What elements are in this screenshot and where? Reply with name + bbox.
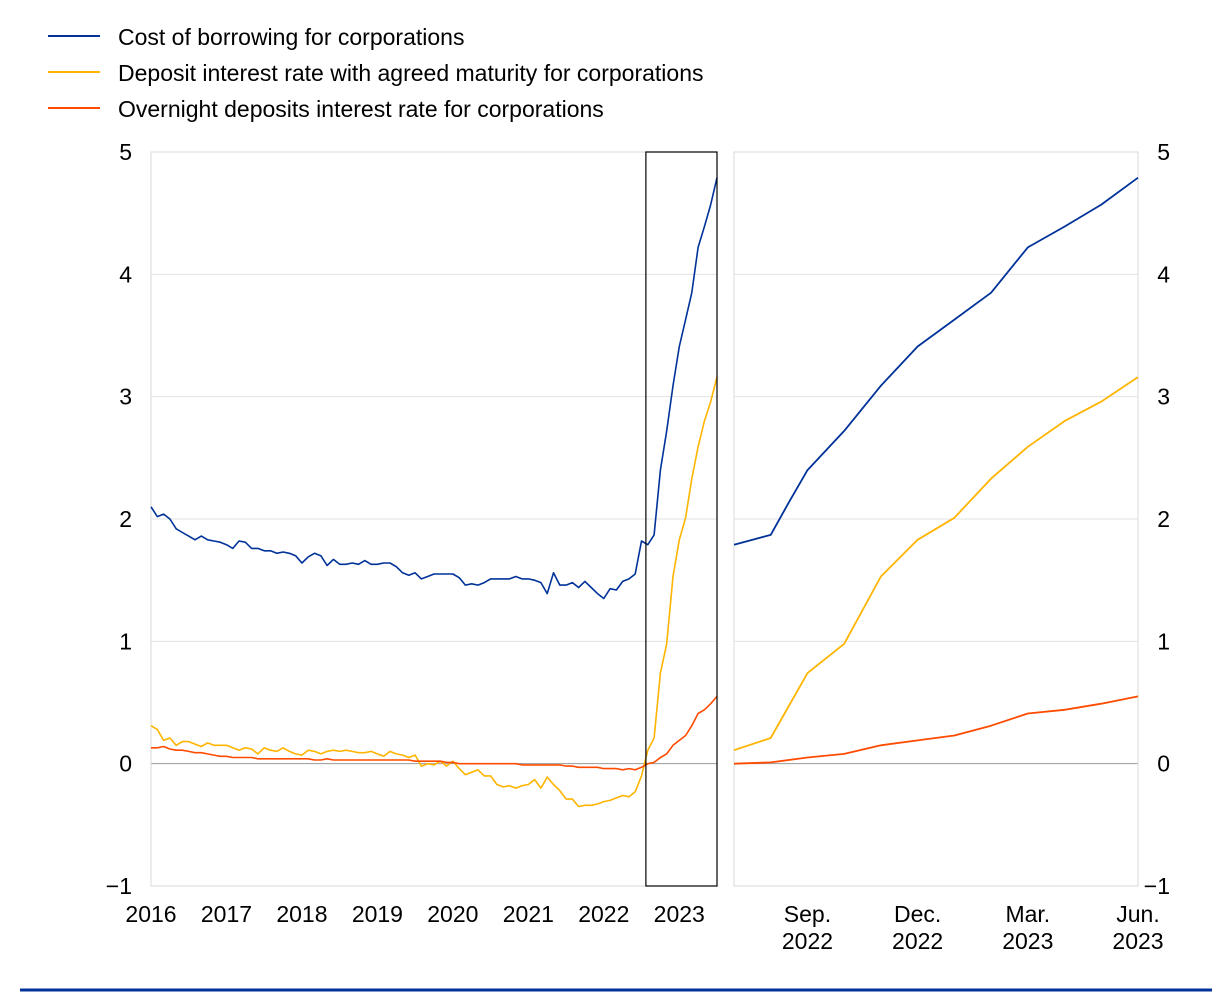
left-y-tick-label: 4 xyxy=(119,261,132,287)
right-y-tick-label: 2 xyxy=(1157,506,1170,532)
right-y-axis-ticks: −1 0 1 2 3 4 5 xyxy=(1144,139,1170,899)
left-x-axis-ticks: 2016 2017 2018 2019 2020 2021 2022 2023 xyxy=(125,901,704,927)
left-x-tick-label: 2020 xyxy=(427,901,478,927)
left-y-tick-label: 1 xyxy=(119,628,132,654)
legend: Cost of borrowing for corporations Depos… xyxy=(48,24,704,122)
left-x-tick-label: 2018 xyxy=(276,901,327,927)
right-series-cost-of-borrowing-for-corporations xyxy=(733,176,1139,546)
left-x-tick-label: 2016 xyxy=(125,901,176,927)
left-series-overnight-deposits-interest-rate-for-corporations xyxy=(151,695,718,771)
right-series-deposit-interest-rate-with-agreed-maturity-for-corporations xyxy=(733,376,1139,752)
left-panel-gridlines xyxy=(151,151,717,887)
right-y-tick-label: 4 xyxy=(1157,261,1170,287)
right-y-tick-label: 5 xyxy=(1157,139,1170,165)
legend-label-overnight-deposits: Overnight deposits interest rate for cor… xyxy=(118,96,604,122)
right-x-tick-label: Mar. 2023 xyxy=(1002,901,1053,954)
right-y-tick-label: 0 xyxy=(1157,751,1170,777)
left-panel-series xyxy=(150,177,718,808)
left-x-tick-label: 2023 xyxy=(654,901,705,927)
left-y-tick-label: 2 xyxy=(119,506,132,532)
left-x-tick-label: 2019 xyxy=(352,901,403,927)
left-y-tick-label: −1 xyxy=(106,873,132,899)
right-x-tick-label: Sep. 2022 xyxy=(782,901,833,954)
right-y-tick-label: −1 xyxy=(1144,873,1170,899)
right-y-tick-label: 1 xyxy=(1157,628,1170,654)
left-x-tick-label: 2021 xyxy=(503,901,554,927)
left-y-tick-label: 0 xyxy=(119,751,132,777)
left-y-tick-label: 3 xyxy=(119,384,132,410)
legend-label-deposit-agreed-maturity: Deposit interest rate with agreed maturi… xyxy=(118,60,704,86)
right-panel-frame xyxy=(733,151,1139,887)
right-x-tick-label: Dec. 2022 xyxy=(892,901,943,954)
highlight-box xyxy=(645,151,718,887)
left-x-tick-label: 2017 xyxy=(201,901,252,927)
left-series-deposit-interest-rate-with-agreed-maturity-for-corporations xyxy=(150,376,718,808)
right-panel-series xyxy=(733,176,1139,765)
right-series-overnight-deposits-interest-rate-for-corporations xyxy=(733,695,1139,765)
legend-label-cost-of-borrowing: Cost of borrowing for corporations xyxy=(118,24,464,50)
left-x-tick-label: 2022 xyxy=(578,901,629,927)
right-y-tick-label: 3 xyxy=(1157,384,1170,410)
left-y-axis-ticks: −1 0 1 2 3 4 5 xyxy=(106,139,132,899)
right-x-tick-label: Jun. 2023 xyxy=(1112,901,1163,954)
right-x-axis-ticks: Sep. 2022 Dec. 2022 Mar. 2023 Jun. 2023 xyxy=(782,901,1164,954)
left-y-tick-label: 5 xyxy=(119,139,132,165)
left-series-cost-of-borrowing-for-corporations xyxy=(150,177,718,600)
right-panel-gridlines xyxy=(734,151,1138,887)
